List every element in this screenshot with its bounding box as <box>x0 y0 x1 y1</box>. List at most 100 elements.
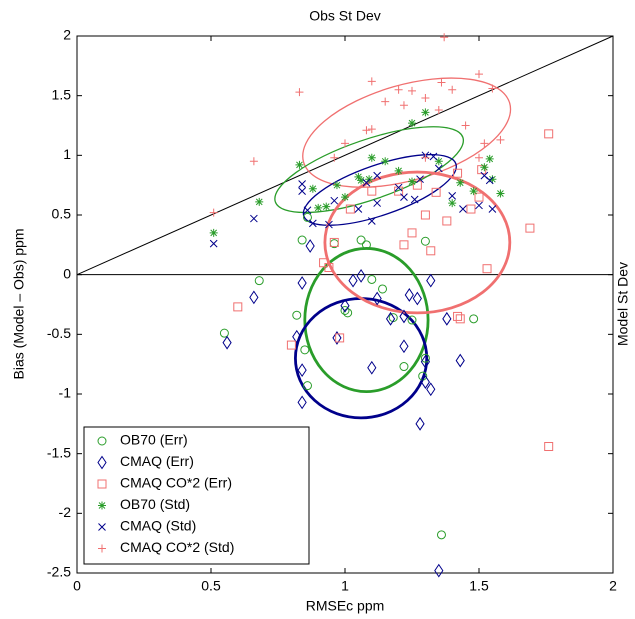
point <box>420 375 431 389</box>
point <box>408 119 416 128</box>
ellipse <box>302 77 512 188</box>
point <box>343 308 353 318</box>
point <box>436 530 446 540</box>
point <box>420 354 431 369</box>
point <box>249 290 259 305</box>
point <box>297 235 307 245</box>
x-tick-label: 1 <box>341 578 349 594</box>
point <box>399 101 408 110</box>
point <box>356 235 366 245</box>
point <box>222 335 232 350</box>
point <box>426 273 436 288</box>
point <box>340 305 350 315</box>
point <box>361 240 371 250</box>
point <box>544 442 554 452</box>
diagonal-line <box>76 35 614 276</box>
point <box>415 416 425 431</box>
point <box>407 315 417 325</box>
point <box>412 180 422 190</box>
legend-marker <box>97 479 107 489</box>
point <box>394 85 403 94</box>
legend-label: CMAQ CO*2 (Std) <box>120 539 234 555</box>
legend <box>83 426 310 565</box>
point <box>314 203 323 212</box>
point <box>477 165 487 175</box>
point <box>455 314 465 324</box>
y-tick-label: -1.5 <box>47 444 71 460</box>
point <box>302 381 312 391</box>
point <box>254 276 264 286</box>
y-axis-label: Bias (Model – Obs) ppm <box>11 229 27 380</box>
y-tick-label: 1.5 <box>52 86 72 102</box>
legend-label: CMAQ (Err) <box>120 453 194 469</box>
point <box>302 212 312 222</box>
legend-label: OB70 (Std) <box>120 496 190 512</box>
point <box>421 153 430 162</box>
point <box>357 176 366 185</box>
point <box>362 178 371 187</box>
legend-label: CMAQ (Std) <box>120 518 196 534</box>
point <box>400 193 408 201</box>
point <box>455 353 465 368</box>
point <box>448 199 457 208</box>
point <box>442 216 452 226</box>
x-axis-label: RMSEc ppm <box>306 598 385 614</box>
y-tick-label: -2.5 <box>47 564 71 580</box>
point <box>475 70 483 79</box>
x-tick-label: 1.5 <box>469 578 489 594</box>
point <box>525 223 535 233</box>
y-tick-label: 0.5 <box>52 206 72 222</box>
point <box>356 268 366 283</box>
point <box>453 168 463 178</box>
point <box>429 152 438 161</box>
point <box>480 163 489 172</box>
point <box>482 264 492 274</box>
point <box>410 195 419 204</box>
point <box>341 193 349 202</box>
point <box>233 302 243 312</box>
point <box>330 196 339 205</box>
point <box>250 214 258 223</box>
point <box>385 311 396 326</box>
point <box>399 362 409 372</box>
ellipse <box>323 170 512 315</box>
point <box>399 309 409 324</box>
point <box>426 382 436 397</box>
legend-label: CMAQ CO*2 (Err) <box>120 475 232 491</box>
y-tick-label: -2 <box>59 504 72 520</box>
y-tick-label: -1 <box>59 385 72 401</box>
point <box>308 184 317 193</box>
point <box>295 160 304 169</box>
point <box>448 192 457 200</box>
right-label: Model St Dev <box>615 262 631 346</box>
point <box>434 164 443 173</box>
point <box>367 360 377 375</box>
point <box>303 206 312 215</box>
point <box>322 202 331 211</box>
point <box>394 183 403 192</box>
ellipse <box>302 153 457 226</box>
point <box>416 175 424 184</box>
point <box>373 171 382 180</box>
point <box>434 105 443 114</box>
point <box>426 246 436 256</box>
point <box>394 166 403 175</box>
point <box>480 139 489 148</box>
point <box>496 135 505 144</box>
point <box>365 175 374 184</box>
point <box>434 157 443 166</box>
legend-label: OB70 (Err) <box>120 432 188 448</box>
point <box>305 239 315 253</box>
point <box>437 78 446 87</box>
point <box>209 208 218 217</box>
point <box>354 205 363 213</box>
point <box>378 284 388 294</box>
y-tick-label: 1 <box>63 146 71 162</box>
point <box>373 199 382 207</box>
point <box>496 189 505 198</box>
point <box>475 153 483 162</box>
point <box>469 187 478 196</box>
point <box>485 176 494 185</box>
point <box>466 204 476 214</box>
